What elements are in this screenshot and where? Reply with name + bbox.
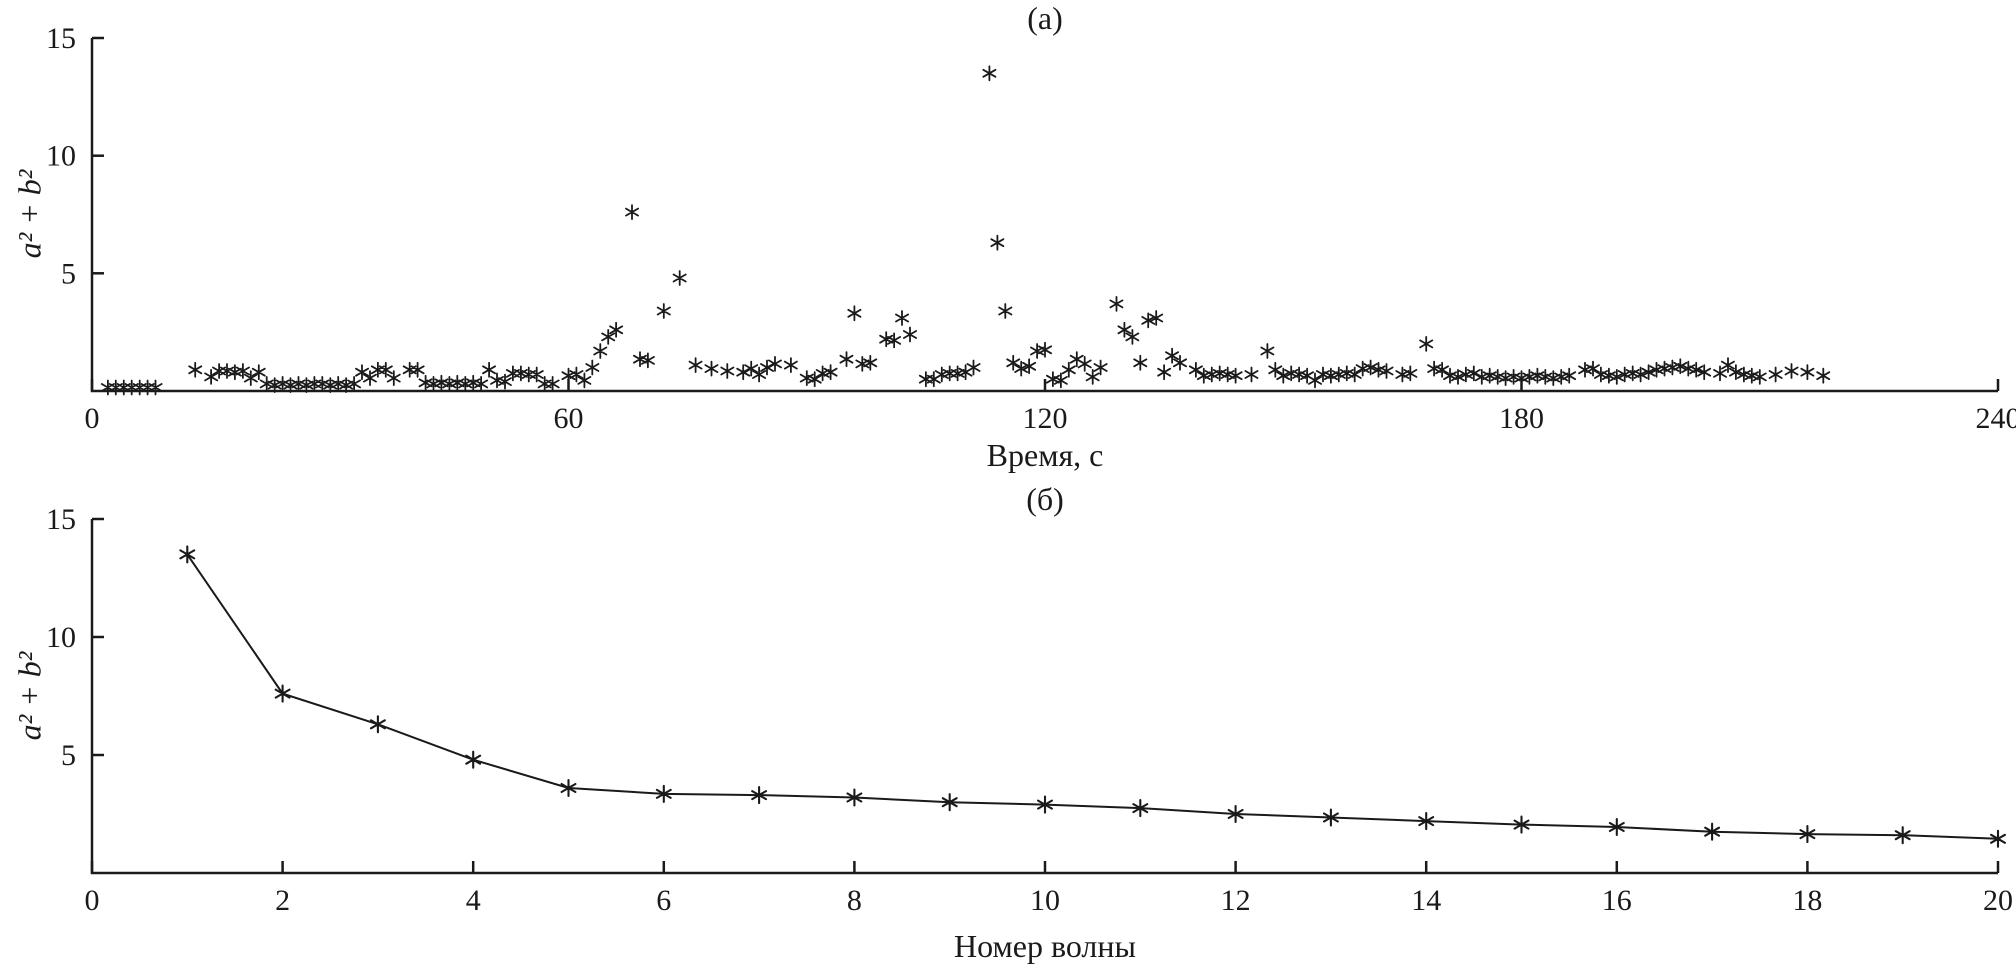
x-tick-label: 6 [656,884,671,917]
data-point-markers [179,545,2006,848]
panel-b: 0 2 4 6 8 10 12 14 16 18 20 5 10 15 (б) a² + b² Номер… [0,479,2016,979]
y-tick-label: 15 [46,503,76,536]
panel-b-x-axis-label: Номер волны [953,928,1136,964]
panel-b-y-axis-label: a² + b² [11,651,48,741]
x-tick-label: 4 [466,884,481,917]
y-tick-label: 15 [46,22,76,55]
x-tick-label: 60 [554,402,584,435]
data-point-markers [100,65,1831,396]
scatter-plot-svg: 0 60 120 180 240 5 10 15 [46,22,2016,435]
panel-a-title: (а) [1027,0,1063,36]
y-tick-label: 10 [46,621,76,654]
panel-a-x-axis-label: Время, с [986,437,1104,473]
x-tick-label: 0 [85,402,100,435]
x-tick-label: 240 [1976,402,2016,435]
line-plot-svg: 0 2 4 6 8 10 12 14 16 18 20 5 10 15 [46,503,2013,917]
x-tick-label: 12 [1221,884,1251,917]
x-tick-label: 2 [275,884,290,917]
x-tick-label: 20 [1983,884,2013,917]
x-tick-label: 18 [1792,884,1822,917]
y-tick-label: 10 [46,140,76,173]
x-tick-label: 14 [1411,884,1441,917]
x-tick-label: 180 [1499,402,1544,435]
axes [90,519,1998,875]
panel-b-title: (б) [1026,481,1064,517]
x-tick-label: 8 [847,884,862,917]
line-series [186,553,1999,840]
panel-a-y-axis-label: a² + b² [11,169,48,259]
axes [90,38,1998,393]
x-tick-label: 120 [1023,402,1068,435]
x-tick-label: 0 [85,884,100,917]
panel-a: 0 60 120 180 240 5 10 15 (а) a² + b² Время, с [0,0,2016,479]
x-tick-label: 16 [1602,884,1632,917]
y-tick-label: 5 [61,257,76,290]
x-tick-label: 10 [1030,884,1060,917]
y-tick-label: 5 [61,739,76,772]
